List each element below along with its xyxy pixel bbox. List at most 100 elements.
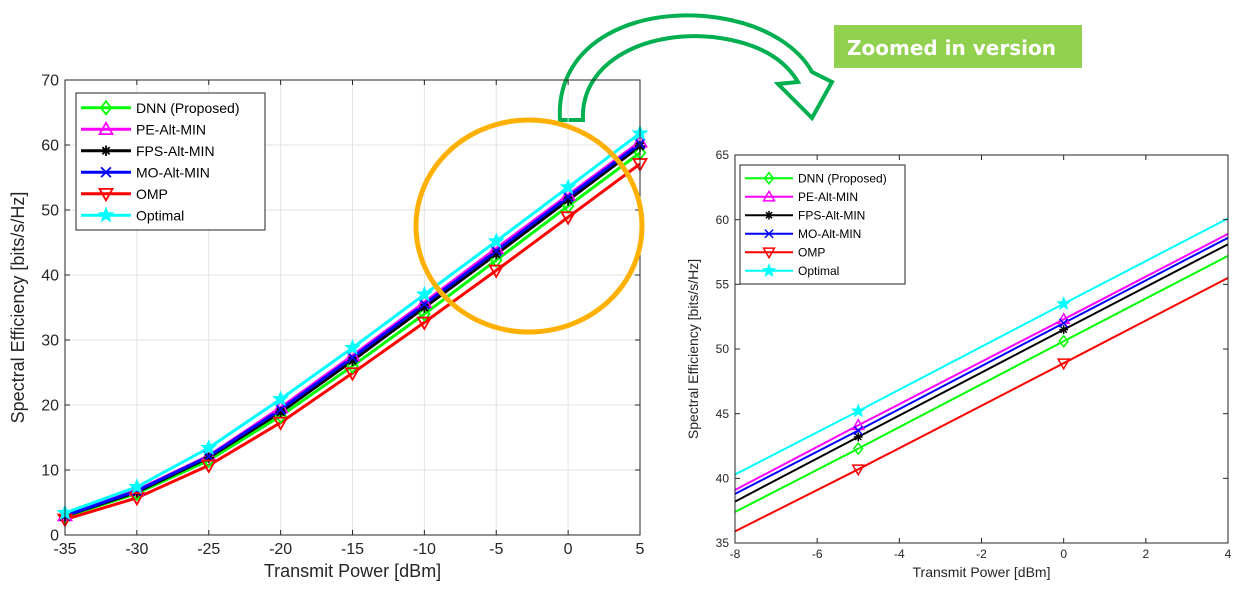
data-point [1056,358,1071,371]
data-point [1059,325,1069,334]
legend-label: OMP [798,246,825,260]
data-point [488,264,505,279]
legend-label: FPS-Alt-MIN [136,143,215,159]
data-point [203,452,214,463]
data-point [853,425,863,436]
zoom-banner-text: Zoomed in version [847,36,1056,60]
y-tick-label: 30 [41,333,59,350]
legend-label: PE-Alt-MIN [136,121,206,137]
legend-marker-icon [100,166,112,178]
y-tick-label: 60 [41,138,59,155]
zoom-banner [834,25,1082,68]
x-axis-label: Transmit Power [dBm] [913,564,1051,580]
main-chart: -35 -30 -25 -20 -15 -10 -5 0 5010203040506070Tra… [8,73,649,581]
data-point [562,191,574,203]
x-tick-label: -8 [730,547,741,561]
data-point [419,302,430,313]
y-tick-label: 50 [41,203,59,220]
series-line [734,277,1229,533]
y-tick-label: 35 [716,536,730,550]
x-tick-label: 0 [564,541,573,558]
highlight-circle [413,117,645,335]
x-tick-label: 0 [1060,547,1067,561]
y-tick-label: 50 [716,342,730,356]
data-point [275,404,287,416]
series-line [734,233,1229,491]
y-tick-label: 60 [716,213,730,227]
data-point [344,367,361,382]
y-tick-label: 55 [716,278,730,292]
x-tick-label: -10 [413,541,436,558]
legend-label: OMP [136,186,168,202]
legend-marker-icon [97,187,115,203]
data-point [418,306,431,322]
data-point [272,390,289,407]
series-line [734,236,1229,495]
legend-marker-icon [764,229,774,239]
data-point [272,416,289,431]
x-tick-label: -2 [976,547,987,561]
zoomed-chart: -8 -6 -4 -2 0 2 4 35 40 45 50 55 60 65 Transmit Power … [685,148,1232,580]
data-point [416,316,433,331]
x-tick-label: -35 [53,541,76,558]
y-tick-label: 65 [716,148,730,162]
legend-label: DNN (Proposed) [136,100,239,116]
data-point [560,211,577,226]
x-tick-label: 5 [636,541,645,558]
legend-marker-icon [97,206,115,223]
x-tick-label: -30 [125,541,148,558]
x-tick-label: -20 [269,541,292,558]
data-point [1058,334,1070,348]
data-point [562,195,574,206]
x-tick-label: 4 [1225,547,1232,561]
legend-marker-icon [761,263,777,278]
y-tick-label: 45 [716,407,730,421]
x-tick-label: 2 [1142,547,1149,561]
data-point [1056,296,1071,311]
y-tick-label: 70 [41,73,59,90]
legend-marker-icon [99,99,113,116]
data-point [131,486,143,498]
legend-marker-icon [100,145,112,156]
x-axis-label: Transmit Power [dBm] [264,561,441,581]
legend-label: MO-Alt-MIN [798,227,861,241]
x-tick-label: -25 [197,541,220,558]
data-point [491,249,502,260]
data-point [418,298,430,310]
legend-box [739,164,906,285]
data-point [559,178,577,195]
legend-label: Optimal [798,264,839,278]
x-tick-label: -4 [894,547,905,561]
data-point [487,232,505,249]
data-point [850,403,866,418]
data-point [490,245,502,257]
legend-box [75,92,266,231]
x-tick-label: -15 [341,541,364,558]
y-tick-label: 20 [41,398,59,415]
y-axis-label: Spectral Efficiency [bits/s/Hz] [8,192,28,424]
zoom-arrow-icon [557,13,835,122]
legend-label: MO-Alt-MIN [136,164,210,180]
data-point [344,338,361,355]
data-point [346,352,359,364]
x-tick-label: -5 [489,541,503,558]
data-point [347,355,358,366]
legend-marker-icon [763,171,775,185]
y-tick-label: 40 [41,268,59,285]
data-point [200,439,218,456]
legend-marker-icon [97,120,115,136]
legend-label: Optimal [136,207,184,223]
data-point [415,285,433,302]
legend-marker-icon [762,247,776,260]
legend-marker-icon [762,189,776,202]
data-point [853,432,863,442]
data-point [851,464,866,477]
series-line [734,217,1229,476]
x-tick-label: -6 [812,547,823,561]
legend-label: FPS-Alt-MIN [798,209,865,223]
series-line [734,243,1229,503]
data-point [128,492,145,507]
y-axis-label: Spectral Efficiency [bits/s/Hz] [685,259,701,439]
data-point [200,459,217,474]
